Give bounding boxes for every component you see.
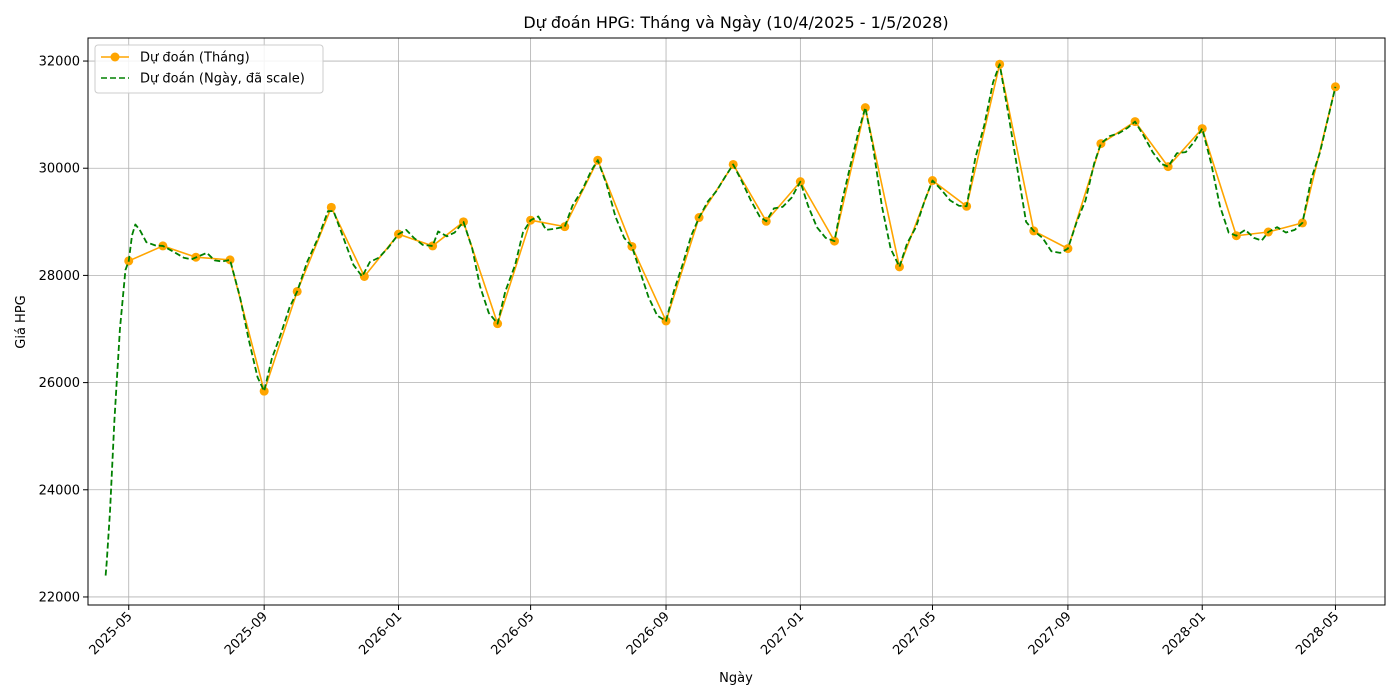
y-tick-label: 22000	[39, 590, 80, 605]
x-tick-label: 2028-01	[1160, 609, 1209, 658]
x-tick-label: 2027-05	[890, 609, 939, 658]
x-tick-label: 2026-01	[356, 609, 405, 658]
grid	[88, 38, 1385, 605]
x-tick-label: 2025-05	[87, 609, 136, 658]
y-tick-label: 32000	[39, 55, 80, 70]
y-tick-label: 30000	[39, 162, 80, 177]
y-axis-label: Giá HPG	[14, 295, 29, 348]
plot-area-frame	[87, 37, 1386, 606]
series-line-daily	[104, 63, 1337, 576]
legend: Dự đoán (Tháng) Dự đoán (Ngày, đã scale)	[94, 44, 324, 94]
legend-marker-monthly	[110, 52, 120, 62]
legend-label-monthly: Dự đoán (Tháng)	[140, 51, 250, 66]
x-tick-label: 2026-05	[488, 609, 537, 658]
x-tick-label: 2027-01	[758, 609, 807, 658]
series-line-monthly	[128, 63, 1337, 392]
y-axis-ticks: 22000 24000 26000 28000 30000 32000	[39, 55, 88, 605]
data-point-monthly	[560, 222, 570, 232]
series-layer	[104, 59, 1340, 576]
data-point-monthly	[894, 262, 904, 272]
data-point-monthly	[860, 103, 870, 113]
legend-box	[94, 44, 324, 94]
x-axis-label: Ngày	[719, 671, 753, 686]
legend-label-daily: Dự đoán (Ngày, đã scale)	[140, 72, 305, 87]
x-tick-label: 2026-09	[624, 609, 673, 658]
y-tick-label: 28000	[39, 269, 80, 284]
data-point-monthly	[359, 271, 369, 281]
data-point-monthly	[326, 202, 336, 212]
data-point-monthly	[259, 386, 269, 396]
data-point-monthly	[1330, 82, 1340, 92]
data-point-monthly	[225, 255, 235, 265]
x-tick-label: 2027-09	[1026, 609, 1075, 658]
x-axis-ticks: 2025-05 2025-09 2026-01 2026-05 2026-09 2027-…	[87, 605, 1342, 658]
y-tick-label: 26000	[39, 376, 80, 391]
data-point-monthly	[428, 241, 438, 251]
x-tick-label: 2025-09	[222, 609, 271, 658]
chart-title: Dự đoán HPG: Tháng và Ngày (10/4/2025 - …	[523, 13, 948, 32]
x-tick-label: 2028-05	[1293, 609, 1342, 658]
y-tick-label: 24000	[39, 483, 80, 498]
data-point-monthly	[1163, 162, 1173, 172]
